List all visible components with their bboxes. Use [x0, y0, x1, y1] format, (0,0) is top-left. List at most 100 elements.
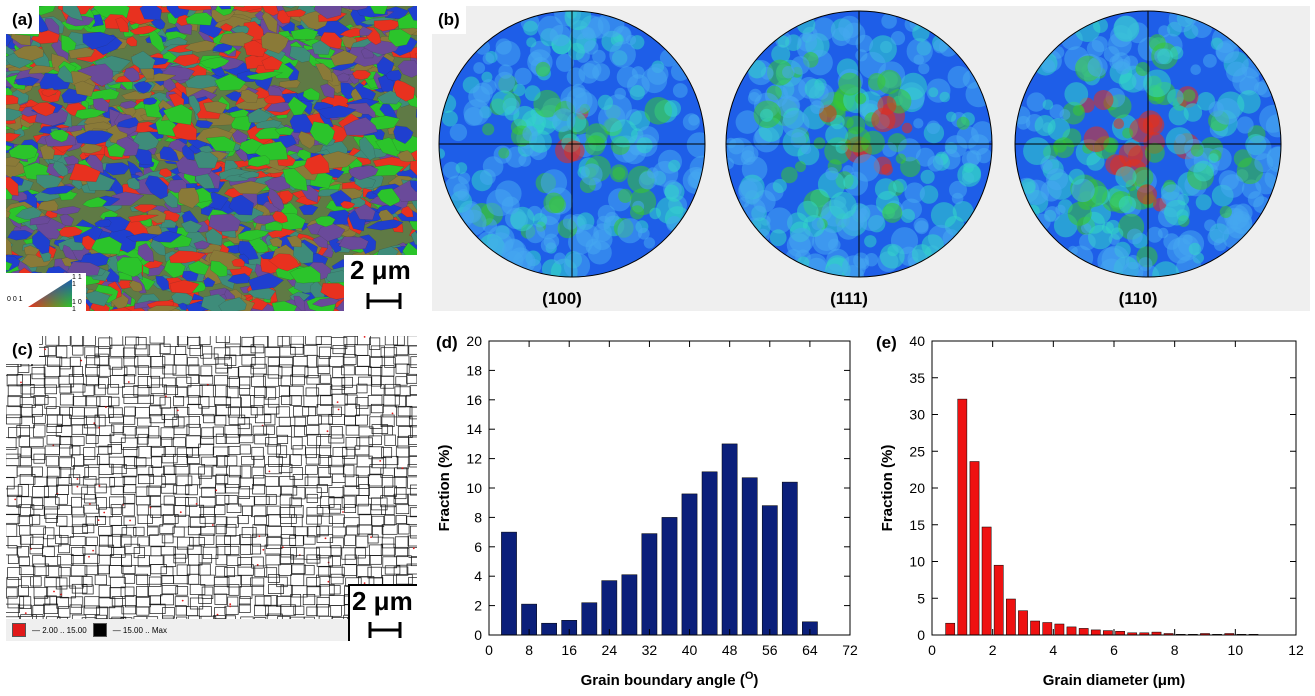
- low-angle-boundary: [211, 524, 214, 526]
- grain-boundary: [107, 444, 123, 454]
- ipf-grain: [279, 190, 294, 204]
- grain-boundary: [316, 597, 330, 608]
- grain-boundary: [328, 455, 345, 468]
- grain-boundary: [383, 455, 399, 466]
- grain-boundary: [137, 417, 152, 427]
- low-angle-boundary: [53, 590, 55, 593]
- grain-boundary: [59, 393, 75, 406]
- pole-intensity-blob: [576, 224, 600, 247]
- pole-intensity-blob: [767, 59, 793, 86]
- ipf-grain: [407, 6, 417, 21]
- grain-boundary: [410, 556, 417, 567]
- grain-boundary: [163, 385, 179, 396]
- grain-boundary: [280, 514, 297, 524]
- ipf-grain: [162, 104, 193, 126]
- grain-boundary: [96, 453, 110, 466]
- ipf-grain: [202, 101, 228, 115]
- panel-label-b: (b): [432, 6, 466, 34]
- pole-intensity-blob: [927, 155, 944, 172]
- bar: [993, 564, 1004, 636]
- ipf-grain: [6, 132, 22, 142]
- grain-boundary: [6, 505, 21, 516]
- ipf-grain: [410, 230, 417, 246]
- ipf-grain: [62, 244, 78, 261]
- grain-boundary: [95, 435, 112, 448]
- low-angle-boundary: [324, 537, 327, 540]
- grain-boundary: [71, 415, 87, 426]
- grain-boundary: [97, 377, 109, 389]
- grain-boundary: [108, 357, 123, 370]
- pole-intensity-blob: [867, 73, 886, 91]
- grain-boundary: [94, 414, 106, 427]
- pole-intensity-blob: [956, 116, 970, 130]
- ipf-grain: [8, 144, 38, 160]
- low-angle-boundary: [98, 426, 101, 429]
- low-angle-boundary: [20, 381, 22, 384]
- grain-boundary: [276, 445, 288, 458]
- grain-boundary: [254, 565, 268, 578]
- pole-intensity-blob: [1148, 34, 1166, 51]
- grain-boundary: [189, 517, 206, 528]
- grain-boundary: [18, 585, 29, 597]
- grain-boundary: [109, 476, 126, 487]
- ipf-grain: [343, 117, 378, 136]
- pole-intensity-blob: [913, 217, 929, 233]
- grain-boundary: [109, 496, 126, 509]
- grain-boundary: [241, 407, 258, 418]
- low-angle-boundary: [176, 409, 179, 412]
- ipf-grain: [13, 45, 44, 61]
- ipf-grain: [369, 6, 388, 15]
- grain-boundary: [410, 484, 417, 496]
- pole-intensity-blob: [906, 38, 933, 65]
- grain-boundary: [341, 564, 358, 576]
- grain-boundary: [6, 414, 23, 425]
- pole-intensity-blob: [1083, 126, 1110, 152]
- pole-intensity-blob: [522, 125, 538, 142]
- grain-boundary: [150, 366, 165, 379]
- grain-boundary: [345, 437, 361, 450]
- grain-boundary: [393, 566, 409, 576]
- grain-boundary: [94, 515, 106, 525]
- ipf-grain: [228, 6, 245, 8]
- grain-boundary: [149, 395, 166, 406]
- pole-intensity-blob: [1247, 191, 1264, 208]
- grain-boundary: [380, 347, 398, 357]
- y-tick-label: 30: [909, 407, 925, 423]
- pole-intensity-blob: [957, 163, 982, 187]
- pole-intensity-blob: [766, 207, 793, 234]
- grain-boundary: [122, 426, 137, 436]
- grain-boundary: [57, 505, 72, 515]
- pole-intensity-blob: [1190, 144, 1204, 157]
- pole-intensity-blob: [879, 243, 905, 269]
- pole-intensity-blob: [913, 118, 924, 129]
- grain-boundary: [120, 534, 132, 547]
- grain-boundary: [328, 566, 345, 578]
- grain-boundary: [224, 354, 237, 366]
- grain-boundary: [200, 574, 215, 586]
- grain-boundary: [7, 494, 22, 507]
- ipf-grain: [116, 117, 139, 129]
- ipf-grain: [6, 33, 14, 47]
- grain-boundary: [395, 376, 408, 386]
- ipf-grain: [198, 145, 214, 153]
- grain-boundary: [214, 607, 227, 619]
- ipf-grain: [254, 141, 288, 161]
- ipf-color-key: 0 0 1 1 1 1 1 0 1: [6, 273, 86, 311]
- grain-boundary: [263, 425, 275, 435]
- grain-boundary: [264, 347, 281, 358]
- grain-boundary: [146, 485, 161, 496]
- ipf-grain: [66, 261, 101, 277]
- grain-boundary: [6, 453, 21, 467]
- grain-boundary: [302, 406, 316, 417]
- grain-boundary: [384, 383, 401, 396]
- pole-intensity-blob: [1064, 82, 1089, 106]
- ipf-grain: [282, 167, 308, 192]
- grain-boundary: [332, 526, 346, 537]
- ipf-grain: [126, 36, 138, 47]
- grain-boundary: [202, 546, 219, 559]
- grain-boundary: [237, 417, 250, 430]
- grain-boundary: [406, 394, 417, 408]
- pole-intensity-blob: [1041, 159, 1053, 171]
- ipf-grain: [184, 74, 219, 89]
- grain-boundary: [344, 416, 356, 426]
